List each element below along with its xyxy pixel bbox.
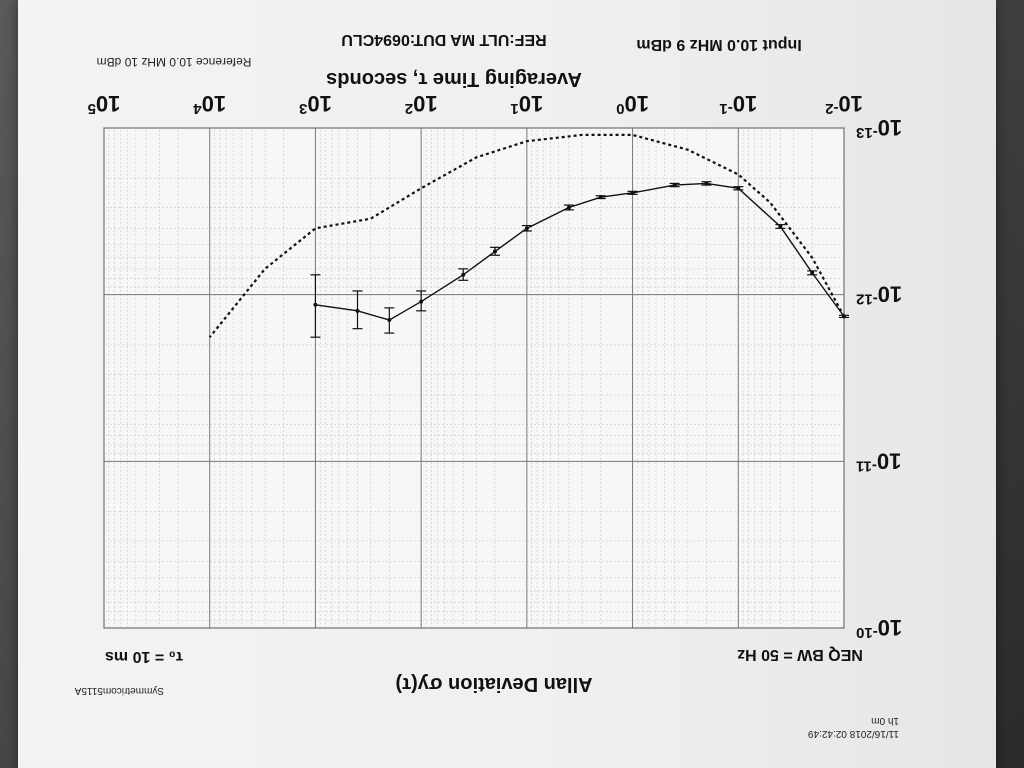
plot-area [103,127,845,629]
tau0-label: τ₀ = 10 ms [105,648,183,665]
data-point [810,270,815,275]
input-label: Input 10.0 MHz 9 dBm [636,36,801,53]
data-point [313,302,318,307]
data-point [598,195,603,200]
data-point [493,249,498,254]
header-duration: 1h 0m [871,715,899,726]
header-datetime: 11/16/2018 02:42:49 [808,728,899,739]
reference-label: Reference 10.0 MHz 10 dBm [97,55,252,69]
chart-title: Allan Deviation σy(τ) [395,673,592,695]
dotted-series-line [208,133,845,338]
data-point [387,318,392,323]
data-point [704,181,709,186]
measured-series-line [315,182,845,321]
plot-series [208,133,849,338]
data-point [355,308,360,313]
neq-bw-label: NEQ BW = 50 Hz [737,646,863,663]
y-tick-label: 10-11 [856,448,901,474]
x-tick-label: 10-2 [825,91,863,117]
ref-dut-label: REF:ULT MA DUT:0694CLU [341,31,546,48]
data-point [672,183,677,188]
data-point [566,205,571,210]
data-point [461,272,466,277]
plot-grid [103,127,845,629]
data-point [778,224,783,229]
y-tick-label: 10-13 [856,115,902,141]
y-tick-label: 10-10 [856,615,902,641]
x-tick-label: 101 [510,91,543,117]
x-tick-label: 103 [299,91,332,117]
x-tick-label: 100 [616,91,649,117]
y-tick-label: 10-12 [856,282,902,308]
data-point [630,190,635,195]
data-point [419,299,424,304]
data-point [524,226,529,231]
data-point [736,186,741,191]
x-tick-label: 105 [88,91,121,117]
x-tick-label: 10-1 [719,91,757,117]
x-axis-title: Averaging Time τ, seconds [326,68,582,90]
plot-axes: 10-2 10-1 100 101 102 103 104 105 10-10 10-11 10-1… [88,91,903,641]
x-tick-label: 102 [405,91,438,117]
x-tick-label: 104 [193,91,226,117]
header-instrument: Symmetricom5115A [74,685,164,696]
